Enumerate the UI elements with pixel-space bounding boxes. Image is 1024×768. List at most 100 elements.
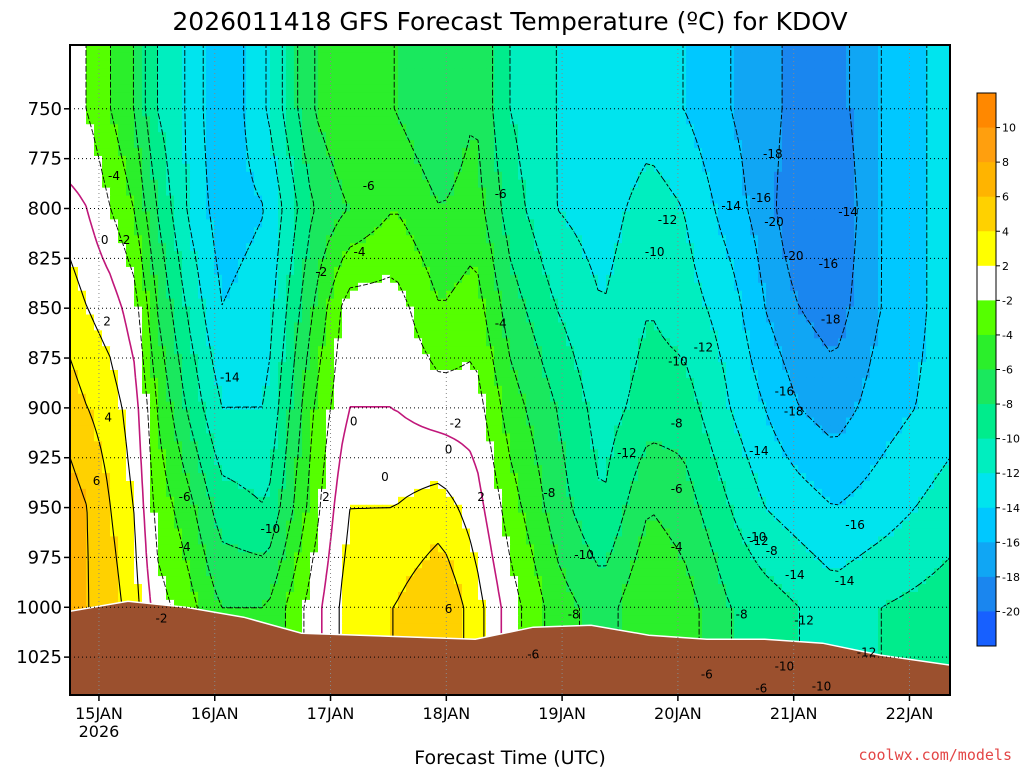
field-cell <box>750 314 759 324</box>
field-cell <box>302 179 311 189</box>
field-cell <box>902 45 911 54</box>
field-cell <box>254 401 263 411</box>
field-cell <box>254 84 263 94</box>
field-cell <box>526 179 535 189</box>
field-cell <box>174 124 183 133</box>
field-cell <box>470 298 479 308</box>
field-cell <box>190 171 199 181</box>
field-cell <box>278 338 287 347</box>
field-cell <box>102 76 111 86</box>
field-cell <box>558 92 567 102</box>
field-cell <box>606 306 615 316</box>
field-cell <box>710 393 719 403</box>
field-cell <box>366 266 375 276</box>
field-cell <box>246 68 255 78</box>
field-cell <box>638 195 647 205</box>
field-cell <box>790 116 799 125</box>
field-cell <box>846 322 855 331</box>
field-cell <box>782 124 791 133</box>
field-cell <box>214 140 223 149</box>
field-cell <box>654 45 663 54</box>
field-cell <box>814 132 823 141</box>
field-cell <box>774 155 783 165</box>
field-cell <box>798 243 807 252</box>
field-cell <box>374 155 383 165</box>
field-cell <box>678 370 687 379</box>
field-cell <box>182 203 191 213</box>
field-cell <box>862 124 871 133</box>
field-cell <box>766 179 775 189</box>
field-cell <box>838 243 847 252</box>
field-cell <box>294 274 303 284</box>
field-cell <box>814 195 823 205</box>
field-cell <box>870 163 879 173</box>
field-cell <box>854 259 863 268</box>
field-cell <box>494 68 503 78</box>
field-cell <box>574 195 583 205</box>
field-cell <box>94 227 103 236</box>
field-cell <box>534 60 543 70</box>
field-cell <box>150 290 159 300</box>
field-cell <box>382 251 391 260</box>
field-cell <box>102 108 111 117</box>
field-cell <box>206 330 215 339</box>
field-cell <box>422 362 431 371</box>
field-cell <box>718 259 727 268</box>
field-cell <box>358 251 367 260</box>
field-cell <box>334 108 343 117</box>
field-cell <box>390 76 399 86</box>
field-cell <box>766 290 775 300</box>
field-cell <box>94 338 103 347</box>
field-cell <box>414 163 423 173</box>
field-cell <box>734 45 743 54</box>
field-cell <box>814 370 823 379</box>
field-cell <box>86 235 95 244</box>
field-cell <box>846 179 855 189</box>
field-cell <box>486 52 495 62</box>
field-cell <box>198 211 207 220</box>
field-cell <box>262 140 271 149</box>
field-cell <box>574 393 583 403</box>
field-cell <box>318 52 327 62</box>
field-cell <box>358 274 367 284</box>
field-cell <box>542 155 551 165</box>
field-cell <box>814 227 823 236</box>
field-cell <box>702 68 711 78</box>
field-cell <box>126 266 135 276</box>
field-cell <box>678 393 687 403</box>
field-cell <box>742 211 751 220</box>
field-cell <box>822 108 831 117</box>
field-cell <box>206 171 215 181</box>
field-cell <box>614 338 623 347</box>
field-cell <box>310 274 319 284</box>
field-cell <box>286 187 295 197</box>
field-cell <box>222 76 231 86</box>
field-cell <box>182 243 191 252</box>
field-cell <box>254 116 263 125</box>
field-cell <box>150 171 159 181</box>
field-cell <box>566 282 575 292</box>
field-cell <box>582 322 591 331</box>
field-cell <box>758 227 767 236</box>
field-cell <box>582 393 591 403</box>
field-cell <box>350 274 359 284</box>
field-cell <box>422 338 431 347</box>
field-cell <box>374 45 383 54</box>
field-cell <box>310 377 319 387</box>
field-cell <box>558 306 567 316</box>
field-cell <box>782 227 791 236</box>
field-cell <box>246 298 255 308</box>
field-cell <box>494 195 503 205</box>
field-cell <box>238 68 247 78</box>
field-cell <box>542 243 551 252</box>
field-cell <box>102 330 111 339</box>
field-cell <box>662 266 671 276</box>
field-cell <box>814 322 823 331</box>
field-cell <box>790 346 799 355</box>
field-cell <box>406 274 415 284</box>
field-cell <box>694 219 703 228</box>
field-cell <box>934 306 943 316</box>
field-cell <box>222 338 231 347</box>
field-cell <box>294 187 303 197</box>
field-cell <box>126 259 135 268</box>
